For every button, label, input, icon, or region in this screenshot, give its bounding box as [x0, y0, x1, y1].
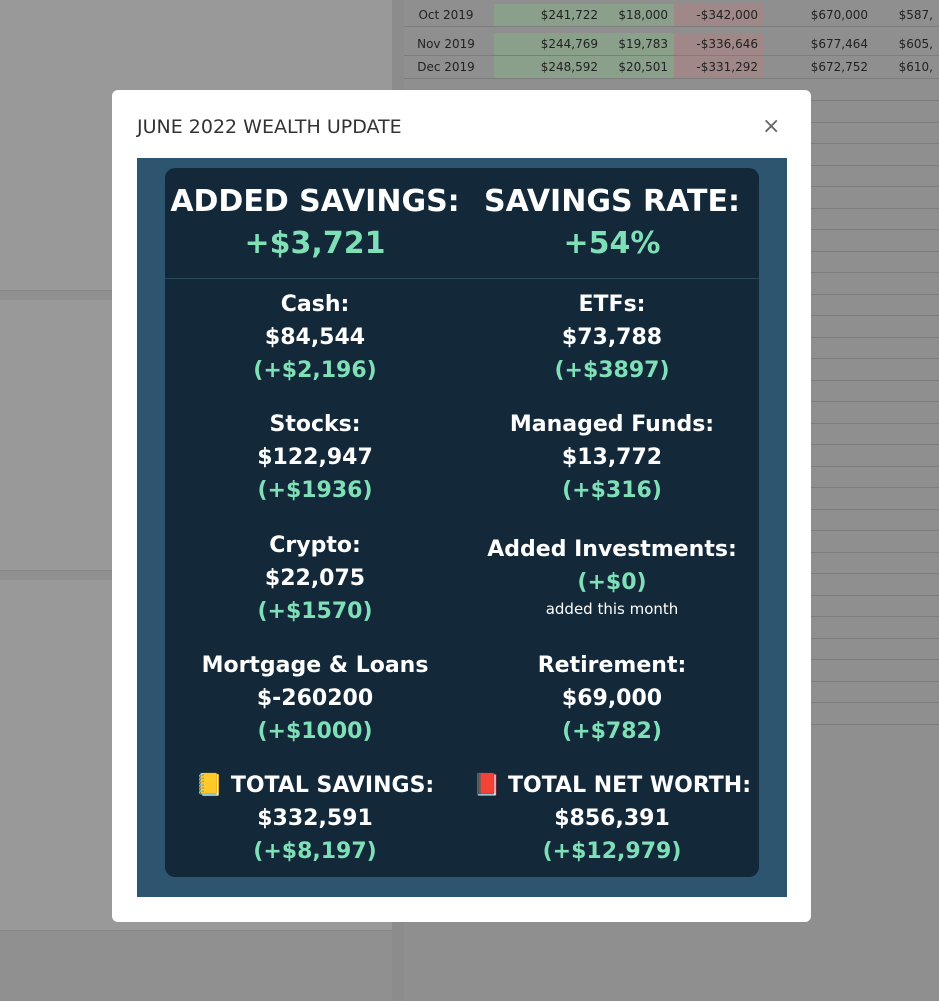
item-value: $-260200: [256, 686, 374, 711]
spreadsheet-cell: $20,501: [604, 56, 674, 79]
item-change: (+$8,197): [253, 839, 377, 864]
modal-title: JUNE 2022 WEALTH UPDATE: [137, 116, 402, 138]
header-value: +$3,721: [244, 226, 386, 261]
spreadsheet-cell: -$336,646: [674, 33, 764, 56]
modal: JUNE 2022 WEALTH UPDATE × ADDED SAVINGS:…: [112, 90, 811, 922]
spreadsheet-cell: $19,783: [604, 33, 674, 56]
item-label: 📒 TOTAL SAVINGS:: [195, 773, 435, 798]
item-label: ETFs:: [578, 292, 646, 317]
spreadsheet-cell: Nov 2019: [404, 33, 494, 56]
update-panel: ADDED SAVINGS: +$3,721 SAVINGS RATE: +54% Ca…: [137, 158, 787, 897]
item-label: Mortgage & Loans: [201, 653, 429, 678]
spreadsheet-cell: -$342,000: [674, 4, 764, 27]
item-label: Managed Funds:: [509, 412, 715, 437]
item-label: Crypto:: [269, 533, 361, 558]
item-change: (+$3897): [554, 358, 670, 383]
item-value: $22,075: [264, 566, 366, 591]
item-value: $73,788: [561, 325, 663, 350]
item-change: (+$12,979): [542, 839, 682, 864]
item-change: (+$2,196): [253, 358, 377, 383]
item-value: $69,000: [561, 686, 663, 711]
item-change: (+$0): [577, 570, 647, 595]
spreadsheet-cell: $241,722: [494, 4, 604, 27]
spreadsheet-cell: $677,464: [764, 33, 874, 56]
update-card: ADDED SAVINGS: +$3,721 SAVINGS RATE: +54% Ca…: [165, 168, 759, 877]
item-note: added this month: [545, 600, 679, 618]
item-change: (+$1570): [257, 599, 373, 624]
item-change: (+$316): [562, 478, 662, 503]
spreadsheet-cell: $248,592: [494, 56, 604, 79]
spreadsheet-cell: $670,000: [764, 4, 874, 27]
item-change: (+$1000): [257, 719, 373, 744]
item-label: Stocks:: [269, 412, 361, 437]
item-label: Added Investments:: [487, 537, 737, 562]
spreadsheet-cell: $18,000: [604, 4, 674, 27]
header-label: ADDED SAVINGS:: [170, 184, 460, 219]
header-value: +54%: [563, 226, 661, 261]
item-label: 📕 TOTAL NET WORTH:: [472, 773, 752, 798]
item-label: Retirement:: [537, 653, 687, 678]
spreadsheet-cell: Dec 2019: [404, 56, 494, 79]
item-value: $332,591: [257, 806, 373, 831]
close-button[interactable]: ×: [762, 114, 781, 139]
header-label: SAVINGS RATE:: [484, 184, 740, 219]
spreadsheet-cell: $605,: [874, 33, 939, 56]
separator: [165, 278, 759, 279]
item-label: Cash:: [280, 292, 350, 317]
spreadsheet-cell: Oct 2019: [404, 4, 494, 27]
item-change: (+$782): [562, 719, 662, 744]
spreadsheet-cell: $672,752: [764, 56, 874, 79]
spreadsheet-cell: $244,769: [494, 33, 604, 56]
item-value: $13,772: [561, 445, 663, 470]
item-value: $856,391: [554, 806, 670, 831]
item-change: (+$1936): [257, 478, 373, 503]
item-value: $84,544: [264, 325, 366, 350]
spreadsheet-cell: $610,: [874, 56, 939, 79]
spreadsheet-cell: $587,: [874, 4, 939, 27]
spreadsheet-cell: -$331,292: [674, 56, 764, 79]
item-value: $122,947: [257, 445, 373, 470]
